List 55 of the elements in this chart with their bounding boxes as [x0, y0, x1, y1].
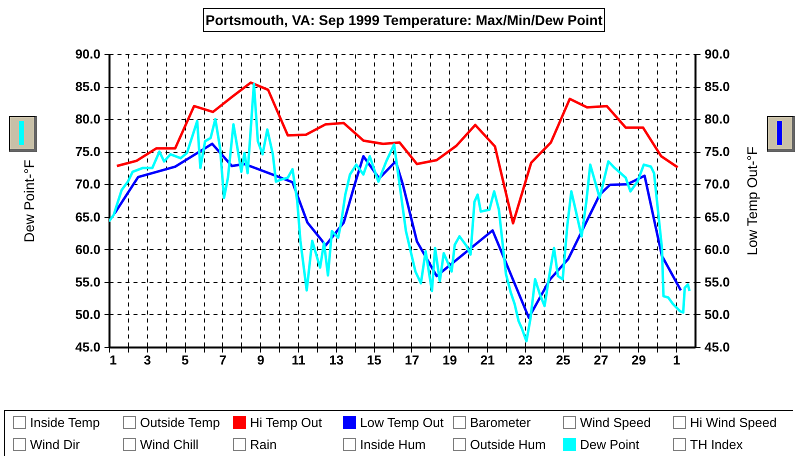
x-tick-label: 19	[442, 352, 457, 368]
y-tick-label: 65.0	[75, 209, 100, 224]
x-tick-label: 11	[292, 352, 306, 368]
y2-tick-label: 70.0	[704, 176, 730, 192]
y2-tick-label: 55.0	[704, 274, 730, 290]
y-tick-label: 75.0	[75, 144, 100, 160]
line-series	[109, 82, 691, 342]
legend-label: Dew Point	[579, 436, 640, 454]
y-tick-label: 55.0	[75, 274, 100, 290]
x-tick-label: 3	[144, 352, 151, 368]
text: TH Index	[689, 436, 744, 454]
y-tick-label: 70.0	[75, 176, 100, 192]
y-tick-label: 50.0	[75, 306, 100, 322]
legend-label: Hi Temp Out	[249, 414, 324, 432]
y2-tick-label: 65.0	[704, 209, 730, 224]
x-tick-label: 17	[404, 352, 420, 368]
x-tick-label: 5	[181, 352, 189, 368]
chart-title: Portsmouth, VA: Sep 1999 Temperature: Max/Min/Dew Point	[203, 8, 605, 32]
x-tick-label: 7	[219, 352, 227, 368]
text: Inside Hum	[359, 436, 427, 454]
y2-tick-label: 60.0	[704, 242, 730, 257]
x-tick-label: 9	[257, 352, 264, 368]
y2-tick-label: 85.0	[704, 79, 730, 94]
y2-tick-label: 45.0	[704, 340, 730, 354]
y-tick-label: 90.0	[75, 46, 100, 62]
x-tick-label: 21	[480, 352, 495, 368]
y-tick-label: 45.0	[75, 340, 100, 354]
x-tick-label: 1	[672, 352, 680, 368]
text: Wind Speed	[579, 414, 652, 432]
text: Barometer	[469, 414, 532, 432]
y-axis-title: Dew Point-°F	[21, 160, 38, 242]
x-tick-label: 23	[518, 352, 533, 368]
text: Inside Temp	[29, 414, 101, 432]
y2-tick-label: 90.0	[704, 46, 730, 62]
text: Wind Dir	[29, 436, 81, 454]
text: Wind Chill	[139, 436, 200, 454]
line-series	[116, 81, 679, 225]
x-tick-label: 25	[556, 352, 570, 368]
x-tick-label: 13	[329, 352, 344, 368]
y2-tick-label: 50.0	[704, 306, 730, 322]
y-tick-label: 85.0	[75, 79, 100, 94]
y2-axis-title: Low Temp Out-°F	[744, 146, 760, 256]
y2-tick-label: 80.0	[704, 112, 730, 127]
y-tick-label: 60.0	[75, 242, 100, 257]
y2-tick-label: 75.0	[704, 144, 730, 160]
text: Rain	[249, 436, 278, 454]
text: Hi Wind Speed	[689, 414, 778, 432]
text: Outside Hum	[469, 436, 547, 454]
x-tick-label: 29	[632, 352, 646, 368]
x-tick-label: 15	[366, 352, 382, 368]
x-tick-label: 27	[594, 352, 608, 368]
y-tick-label: 80.0	[75, 112, 100, 127]
text: Outside Temp	[139, 414, 221, 432]
legend-label: Low Temp Out	[359, 414, 445, 432]
x-tick-label: 1	[110, 352, 117, 368]
